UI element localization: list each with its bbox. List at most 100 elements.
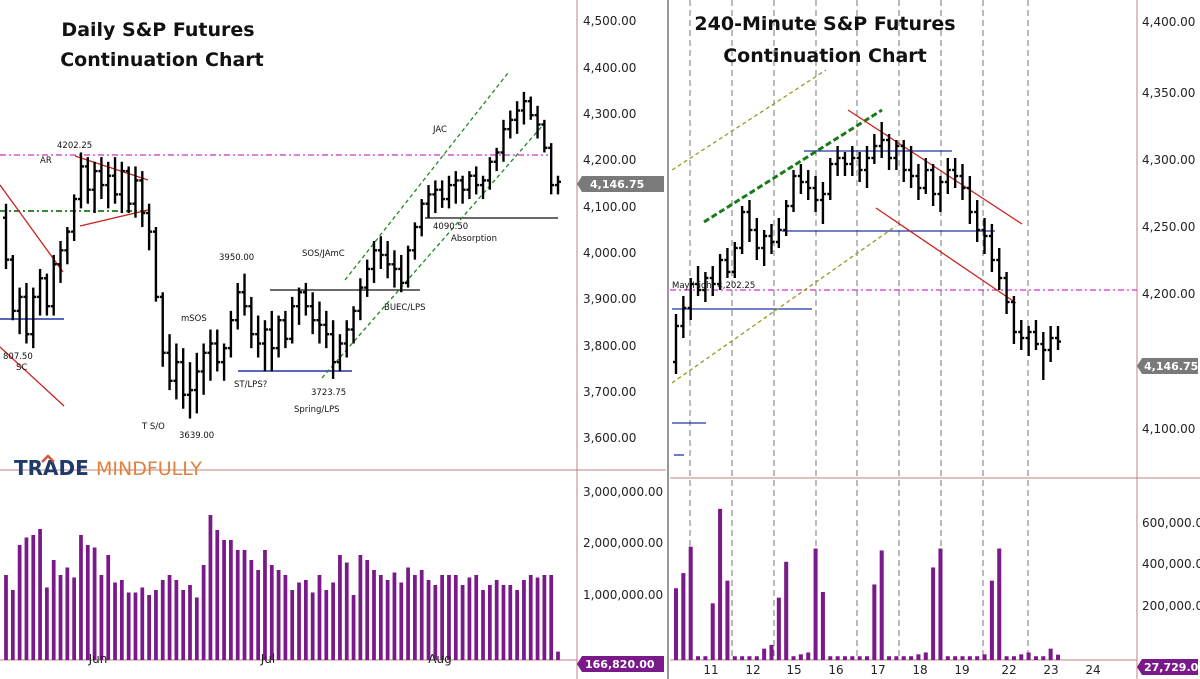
upper-channel-line: [671, 69, 827, 171]
daily-volume-bar: [331, 582, 335, 660]
right-x-axis: 11 12 15 16 17 18 19 22 23 24: [703, 663, 1100, 677]
daily-ohlc-bar: [125, 166, 132, 214]
intraday-ohlc-bar: [886, 134, 893, 170]
daily-ohlc-bar: [248, 296, 255, 349]
daily-ohlc-bar: [139, 171, 146, 228]
left-price-tick: 4,100.00: [583, 200, 636, 214]
daily-volume-bar: [17, 545, 22, 660]
daily-ohlc-bar: [43, 273, 50, 316]
right-price-axis: 4,400.00 4,350.00 4,300.00 4,250.00 4,20…: [1142, 15, 1195, 436]
right-price-tick: 4,300.00: [1142, 153, 1195, 167]
downtrend-lower-line: [875, 207, 1017, 304]
daily-volume-bar: [474, 575, 479, 660]
daily-volume-bar: [201, 565, 206, 660]
annotation-4090: 4090.50: [433, 222, 468, 232]
intraday-volume-bar: [732, 656, 737, 660]
left-price-tick: 3,600.00: [583, 431, 636, 445]
daily-ohlc-bar: [64, 227, 71, 265]
downtrend-line: [0, 184, 64, 273]
intraday-ohlc-bar: [944, 158, 951, 194]
intraday-volume-bar: [784, 561, 789, 660]
intraday-volume-bar: [835, 656, 840, 660]
left-price-tick: 3,900.00: [583, 292, 636, 306]
daily-volume-bar: [413, 575, 417, 660]
daily-ohlc-bar: [91, 161, 98, 214]
intraday-ohlc-bar: [680, 296, 687, 338]
intraday-volume-bar: [909, 656, 914, 660]
left-last-price-label: 4,146.75: [590, 178, 644, 191]
daily-ohlc-bar: [23, 282, 30, 344]
daily-ohlc-bar: [486, 157, 493, 190]
daily-ohlc-bar: [520, 91, 527, 125]
right-volume-tick: 600,000.00: [1142, 516, 1200, 530]
daily-ohlc-bar: [221, 343, 228, 381]
intraday-volume-bar: [1055, 654, 1061, 660]
daily-volume-bar: [542, 575, 547, 660]
daily-ohlc-bar: [268, 310, 275, 372]
annotation-may-high: May High: 4,202.25: [672, 281, 755, 291]
daily-ohlc-bar: [77, 152, 84, 209]
intraday-ohlc-bar: [673, 314, 679, 374]
daily-ohlc-bar: [16, 287, 23, 335]
daily-volume-bar: [283, 575, 288, 660]
right-x-tick: 16: [828, 663, 843, 677]
daily-volume-bar: [10, 590, 15, 660]
left-price-tick: 4,500.00: [583, 14, 636, 28]
daily-volume-bar: [351, 595, 356, 660]
daily-ohlc-bar: [200, 343, 207, 395]
intraday-ohlc-bar: [908, 146, 915, 188]
daily-volume-bar: [126, 592, 131, 660]
daily-ohlc-bar: [541, 119, 548, 153]
daily-volume-bar: [481, 590, 485, 660]
intraday-volume-bar: [850, 656, 855, 660]
left-volume-tick: 1,000,000.00: [583, 588, 663, 602]
daily-volume-bar: [290, 590, 295, 660]
daily-ohlc-bar: [336, 334, 343, 372]
daily-ohlc-bar: [391, 250, 398, 288]
daily-ohlc-bar: [187, 362, 193, 419]
daily-ohlc-bar: [405, 245, 412, 288]
left-last-volume-label: 166,820.00: [585, 658, 655, 671]
intraday-ohlc-bar: [1047, 326, 1054, 362]
daily-ohlc-bar: [105, 161, 112, 209]
intraday-volume-bar: [879, 550, 884, 660]
left-price-tick: 4,000.00: [583, 246, 636, 260]
annotation-3723: 3723.75: [311, 388, 346, 398]
left-x-tick: Jun: [88, 652, 108, 666]
right-last-volume-box: 27,729.00: [1137, 659, 1200, 675]
daily-volume-bar: [515, 590, 519, 660]
lower-channel-line: [671, 225, 897, 384]
daily-volume-bar: [385, 580, 390, 660]
intraday-volume-bar: [938, 548, 943, 660]
daily-volume-bar: [45, 587, 49, 660]
intraday-ohlc-bar: [1018, 320, 1025, 350]
intraday-volume-bar: [1033, 656, 1038, 660]
intraday-volume-bar: [901, 656, 906, 660]
daily-volume-bar: [256, 570, 261, 660]
daily-volume-bar: [549, 575, 554, 660]
intraday-volume-bar: [681, 573, 686, 660]
intraday-ohlc-bar: [893, 140, 900, 170]
daily-ohlc-bar: [289, 296, 296, 344]
daily-volume-bar: [113, 582, 117, 660]
right-x-tick: 24: [1085, 663, 1100, 677]
annotation-msos: mSOS: [181, 314, 207, 324]
daily-volume-bar: [65, 567, 70, 660]
annotation-ar: AR: [40, 156, 52, 166]
intraday-volume-bar: [1026, 652, 1031, 660]
annotation-absorption: Absorption: [451, 234, 497, 244]
intraday-volume-bar: [754, 656, 759, 660]
intraday-volume-bar: [1011, 656, 1016, 660]
daily-ohlc-bar: [152, 227, 159, 302]
intraday-volume-bar: [1041, 656, 1046, 660]
daily-volume-bar: [276, 570, 281, 660]
daily-volume-bar: [106, 555, 111, 660]
daily-volume-bar: [344, 562, 349, 660]
daily-volume-bar: [372, 570, 376, 660]
daily-volume-bar: [99, 575, 104, 660]
intraday-ohlc-bar: [717, 254, 724, 290]
daily-volume-bar: [263, 550, 267, 660]
trade-mindfully-logo: TRADE MINDFULLY: [14, 454, 202, 480]
intraday-volume-bar: [894, 656, 899, 660]
